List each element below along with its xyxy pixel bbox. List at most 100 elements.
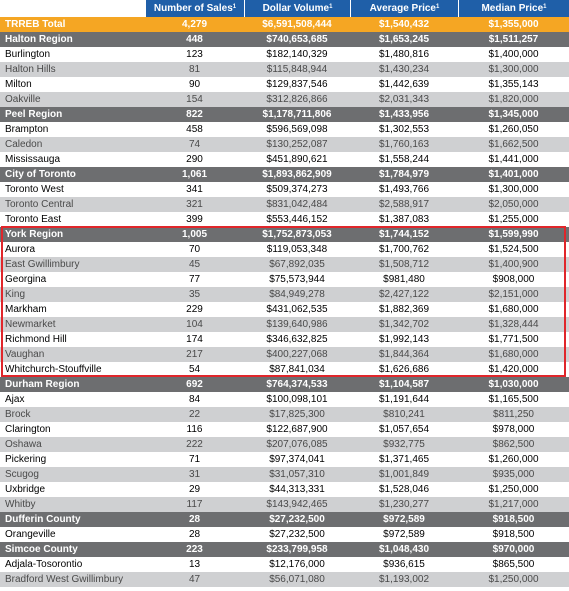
median-price-cell: $1,599,990: [488, 229, 539, 240]
area-name-cell: City of Toronto: [5, 169, 76, 180]
average-price-cell: $1,048,430: [378, 544, 430, 555]
municipality-row: Caledon 74 $130,252,087 $1,760,163 $1,662,50…: [0, 137, 569, 152]
average-price-cell: $1,653,245: [378, 34, 430, 45]
area-name-cell: Oshawa: [5, 439, 42, 450]
median-price-cell: $970,000: [492, 544, 535, 555]
area-name-cell: Durham Region: [5, 379, 80, 390]
average-price-cell: $2,588,917: [378, 199, 430, 210]
municipality-row: Toronto West 341 $509,374,273 $1,493,766 $1,…: [0, 182, 569, 197]
municipality-row: Clarington 116 $122,687,900 $1,057,654 $978,…: [0, 422, 569, 437]
median-price-cell: $1,345,000: [488, 109, 539, 120]
municipality-row: Scugog 31 $31,057,310 $1,001,849 $935,000: [0, 467, 569, 482]
median-price-cell: $935,000: [492, 469, 535, 480]
average-price-cell: $1,371,465: [378, 454, 430, 465]
municipality-row: East Gwillimbury 45 $67,892,035 $1,508,712 $…: [0, 257, 569, 272]
median-price-cell: $918,500: [492, 514, 535, 525]
municipality-row: Toronto East 399 $553,446,152 $1,387,083 $1,…: [0, 212, 569, 227]
municipality-row: Georgina 77 $75,573,944 $981,480 $908,000: [0, 272, 569, 287]
number-of-sales-cell: 341: [186, 184, 203, 195]
number-of-sales-cell: 13: [188, 559, 201, 570]
area-name-cell: Georgina: [5, 274, 47, 285]
dollar-volume-cell: $6,591,508,444: [262, 19, 332, 30]
median-price-cell: $1,820,000: [488, 94, 539, 105]
municipality-row: Uxbridge 29 $44,313,331 $1,528,046 $1,250,00…: [0, 482, 569, 497]
municipality-row: Ajax 84 $100,098,101 $1,191,644 $1,165,500: [0, 392, 569, 407]
area-name-cell: Peel Region: [5, 109, 63, 120]
dollar-volume-cell: $115,848,944: [266, 64, 328, 75]
dollar-volume-cell: $130,252,087: [266, 139, 328, 150]
municipality-row: Burlington 123 $182,140,329 $1,480,816 $1,40…: [0, 47, 569, 62]
municipality-row: Newmarket 104 $139,640,986 $1,342,702 $1,328…: [0, 317, 569, 332]
number-of-sales-cell: 70: [188, 244, 201, 255]
area-name-cell: Brampton: [5, 124, 49, 135]
dollar-volume-cell: $31,057,310: [269, 469, 325, 480]
number-of-sales-cell: 4,279: [181, 19, 208, 30]
number-of-sales-cell: 1,061: [181, 169, 208, 180]
dollar-volume-cell: $27,232,500: [269, 514, 325, 525]
average-price-cell: $1,230,277: [378, 499, 430, 510]
number-of-sales-cell: 117: [186, 499, 203, 510]
area-name-cell: Uxbridge: [5, 484, 46, 495]
dollar-volume-cell: $312,826,866: [266, 94, 328, 105]
number-of-sales-cell: 81: [188, 64, 201, 75]
average-price-cell: $1,844,364: [378, 349, 430, 360]
dollar-volume-cell: $233,799,958: [266, 544, 328, 555]
dollar-volume-cell: $451,890,621: [266, 154, 328, 165]
average-price-cell: $1,744,152: [378, 229, 430, 240]
dollar-volume-cell: $346,632,825: [266, 334, 328, 345]
number-of-sales-cell: 399: [186, 214, 203, 225]
median-price-cell: $1,250,000: [488, 484, 539, 495]
dollar-volume-cell: $831,042,484: [266, 199, 328, 210]
area-name-cell: Caledon: [5, 139, 43, 150]
number-of-sales-cell: 71: [188, 454, 201, 465]
average-price-cell: $810,241: [383, 409, 425, 420]
municipality-row: Oshawa 222 $207,076,085 $932,775 $862,500: [0, 437, 569, 452]
average-price-cell: $1,493,766: [378, 184, 430, 195]
median-price-cell: $862,500: [492, 439, 535, 450]
dollar-volume-cell: $97,374,041: [269, 454, 325, 465]
region-row: City of Toronto 1,061 $1,893,862,909 $1,784…: [0, 167, 569, 182]
number-of-sales-cell: 290: [186, 154, 203, 165]
area-name-cell: Aurora: [5, 244, 36, 255]
table-header: Number of Sales1 Dollar Volume1 Average …: [0, 0, 569, 17]
dollar-volume-cell: $67,892,035: [269, 259, 325, 270]
area-name-cell: Scugog: [5, 469, 39, 480]
area-name-cell: Markham: [5, 304, 47, 315]
area-name-cell: Whitchurch-Stouffville: [5, 364, 102, 375]
dollar-volume-cell: $553,446,152: [266, 214, 328, 225]
median-price-cell: $1,260,000: [488, 454, 539, 465]
median-price-cell: $1,511,257: [488, 34, 539, 45]
dollar-volume-cell: $1,893,862,909: [262, 169, 332, 180]
average-price-cell: $1,626,686: [378, 364, 430, 375]
number-of-sales-cell: 54: [188, 364, 201, 375]
number-of-sales-cell: 217: [186, 349, 203, 360]
median-price-cell: $1,300,000: [488, 64, 539, 75]
municipality-row: King 35 $84,949,278 $2,427,122 $2,151,000: [0, 287, 569, 302]
number-of-sales-cell: 28: [188, 529, 201, 540]
header-number-of-sales: Number of Sales1: [145, 0, 244, 17]
number-of-sales-cell: 1,005: [181, 229, 208, 240]
area-name-cell: Burlington: [5, 49, 51, 60]
average-price-cell: $1,302,553: [378, 124, 430, 135]
area-name-cell: Whitby: [5, 499, 36, 510]
median-price-cell: $1,680,000: [488, 304, 539, 315]
municipality-row: Bradford West Gwillimbury 47 $56,071,080 $1…: [0, 572, 569, 587]
municipality-row: Markham 229 $431,062,535 $1,882,369 $1,680,0…: [0, 302, 569, 317]
municipality-row: Pickering 71 $97,374,041 $1,371,465 $1,260,0…: [0, 452, 569, 467]
dollar-volume-cell: $17,825,300: [269, 409, 325, 420]
median-price-cell: $1,250,000: [488, 574, 539, 585]
number-of-sales-cell: 822: [186, 109, 203, 120]
dollar-volume-cell: $12,176,000: [269, 559, 325, 570]
number-of-sales-cell: 174: [186, 334, 203, 345]
dollar-volume-cell: $400,227,068: [266, 349, 328, 360]
header-dollar-volume: Dollar Volume1: [244, 0, 350, 17]
dollar-volume-cell: $509,374,273: [266, 184, 328, 195]
municipality-row: Whitby 117 $143,942,465 $1,230,277 $1,217,00…: [0, 497, 569, 512]
average-price-cell: $2,031,343: [378, 94, 430, 105]
municipality-row: Richmond Hill 174 $346,632,825 $1,992,143 $1…: [0, 332, 569, 347]
area-name-cell: Milton: [5, 79, 32, 90]
median-price-cell: $1,662,500: [488, 139, 539, 150]
dollar-volume-cell: $1,178,711,806: [262, 109, 332, 120]
number-of-sales-cell: 154: [186, 94, 203, 105]
region-row: Durham Region 692 $764,374,533 $1,104,587 $1…: [0, 377, 569, 392]
